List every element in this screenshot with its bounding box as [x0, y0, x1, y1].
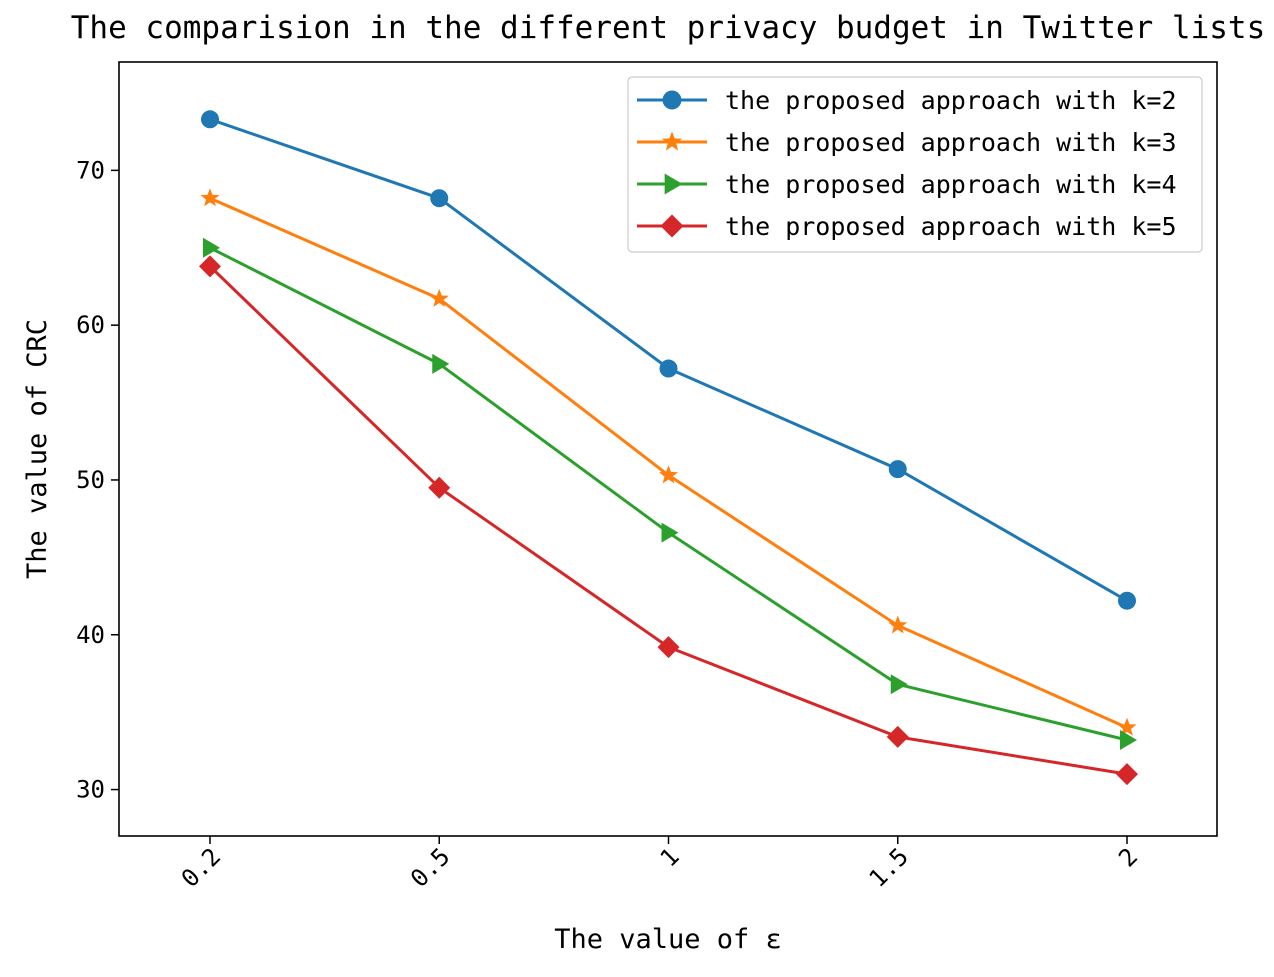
y-axis-label: The value of CRC	[22, 319, 53, 579]
series-k2	[201, 110, 1136, 610]
data-point	[1117, 717, 1137, 736]
y-axis-ticks: 30 40 50 60 70	[76, 156, 119, 804]
y-tick-label: 40	[76, 621, 105, 649]
legend-marker	[662, 90, 682, 110]
data-point	[1118, 591, 1136, 610]
data-point	[888, 615, 908, 634]
data-point	[661, 522, 679, 543]
legend-label: the proposed approach with k=5	[725, 212, 1177, 241]
series-k4	[203, 237, 1137, 751]
x-tick-label: 0.5	[405, 842, 455, 892]
data-point	[658, 465, 679, 484]
chart-title: The comparision in the different privacy…	[71, 10, 1265, 46]
legend-label: the proposed approach with k=3	[725, 128, 1177, 157]
data-point	[429, 288, 449, 307]
y-tick-label: 30	[76, 776, 105, 804]
x-axis-label: The value of ε	[554, 924, 782, 955]
legend-entry: the proposed approach with k=5	[637, 212, 1177, 241]
x-tick-label: 1	[655, 842, 685, 872]
y-tick-label: 70	[76, 156, 105, 184]
series-layer	[199, 110, 1138, 786]
data-point	[659, 359, 678, 378]
data-point	[657, 636, 680, 659]
x-tick-label: 0.2	[176, 842, 226, 892]
data-point	[1120, 730, 1137, 751]
data-point	[1116, 763, 1138, 786]
data-point	[430, 189, 449, 208]
x-tick-label: 2	[1113, 842, 1143, 872]
data-point	[201, 110, 219, 129]
data-point	[203, 237, 220, 258]
data-point	[888, 460, 907, 479]
legend-marker	[664, 173, 683, 195]
legend: the proposed approach with k=2 the propos…	[627, 76, 1203, 253]
legend-label: the proposed approach with k=2	[725, 86, 1177, 115]
data-point	[886, 725, 909, 748]
data-point	[428, 476, 451, 499]
legend-label: the proposed approach with k=4	[725, 170, 1177, 199]
y-tick-label: 60	[76, 311, 105, 339]
x-tick-label: 1.5	[864, 842, 914, 892]
legend-marker	[660, 214, 684, 238]
x-axis-ticks: 0.2 0.5 1 1.5 2	[176, 836, 1143, 893]
legend-entry: the proposed approach with k=2	[637, 86, 1177, 115]
legend-entry: the proposed approach with k=4	[637, 170, 1177, 199]
y-tick-label: 50	[76, 466, 105, 494]
data-point	[200, 188, 220, 207]
legend-entry: the proposed approach with k=3	[637, 128, 1177, 157]
legend-marker	[662, 131, 682, 151]
data-point	[199, 255, 221, 278]
series-k5	[199, 255, 1138, 786]
legend-box	[627, 76, 1203, 253]
data-point	[432, 353, 450, 374]
data-point	[890, 674, 908, 695]
series-k3	[200, 188, 1137, 736]
